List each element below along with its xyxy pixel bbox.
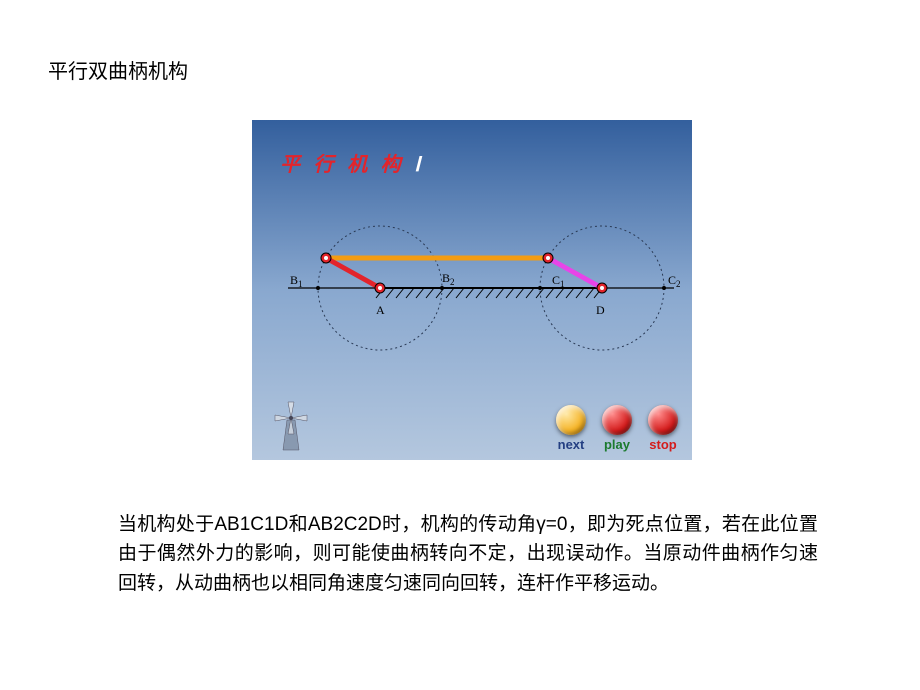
play-label: play	[604, 437, 630, 452]
label-A: A	[376, 303, 385, 317]
stop-label: stop	[649, 437, 676, 452]
windmill-icon	[270, 398, 312, 452]
point-B2	[440, 286, 444, 290]
joint-Btop	[321, 253, 331, 263]
crank-link	[326, 258, 380, 288]
next-icon	[556, 405, 586, 435]
label-B1: B1	[290, 273, 303, 289]
label-D: D	[596, 303, 605, 317]
next-button[interactable]: next	[556, 405, 586, 452]
point-B1	[316, 286, 320, 290]
joint-A	[375, 283, 385, 293]
point-C2	[662, 286, 666, 290]
animation-panel: 平 行 机 构 Ⅰ	[252, 120, 692, 460]
next-label: next	[558, 437, 585, 452]
joint-Ctop	[543, 253, 553, 263]
joint-D	[597, 283, 607, 293]
label-C2: C2	[668, 273, 681, 289]
label-C1: C1	[552, 273, 565, 289]
ground-hatch	[376, 288, 602, 298]
label-B2: B2	[442, 271, 455, 287]
play-button[interactable]: play	[602, 405, 632, 452]
stop-icon	[648, 405, 678, 435]
body-paragraph: 当机构处于AB1C1D和AB2C2D时，机构的传动角γ=0，即为死点位置，若在此…	[118, 510, 818, 598]
controls: next play stop	[556, 405, 678, 452]
point-C1	[538, 286, 542, 290]
play-icon	[602, 405, 632, 435]
stop-button[interactable]: stop	[648, 405, 678, 452]
page-title: 平行双曲柄机构	[48, 55, 188, 84]
